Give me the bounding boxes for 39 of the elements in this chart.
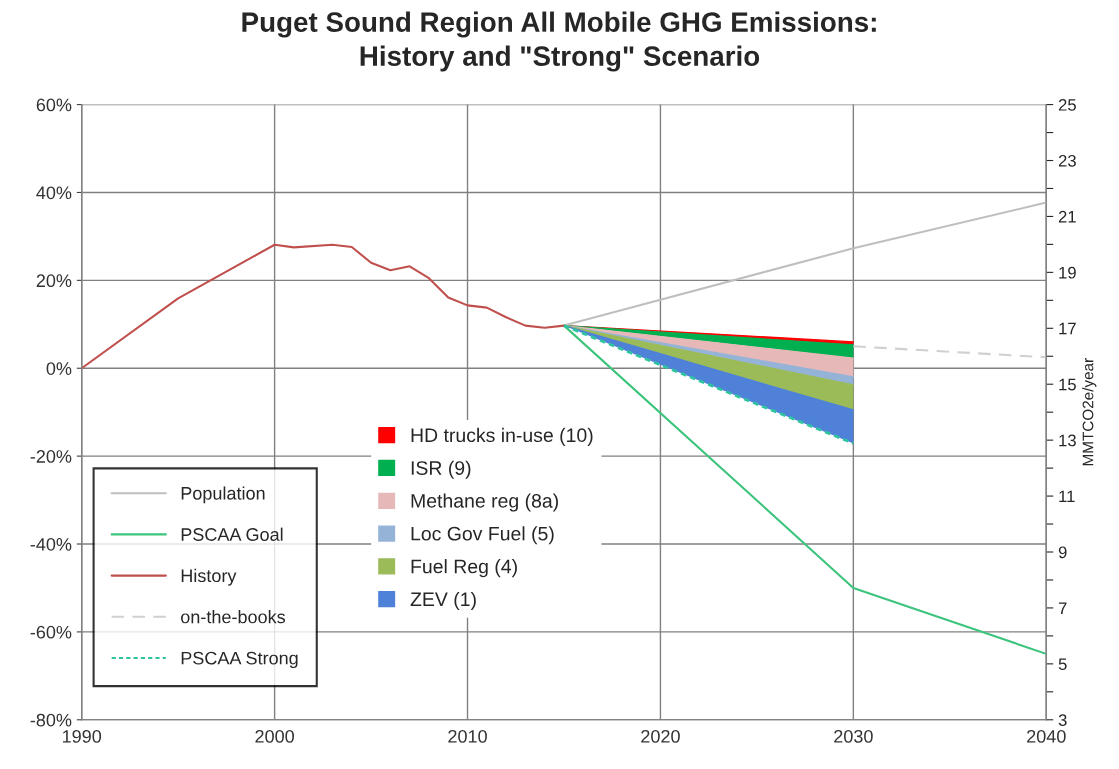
legend-label: Fuel Reg (4) xyxy=(411,559,517,578)
legend-label: Population xyxy=(181,486,265,504)
legend-label: on-the-books xyxy=(181,610,286,624)
legend-label: History xyxy=(181,568,237,586)
legend-label: ZEV (1) xyxy=(410,591,476,610)
y2-tick-label: 5 xyxy=(1058,658,1067,671)
y2-tick-label: 15 xyxy=(1059,378,1076,391)
y2-tick-label: 11 xyxy=(1059,490,1075,503)
chart-title: Puget Sound Region All Mobile GHG Emissions: History and "Strong" Scenario xyxy=(242,11,876,72)
legend-label: HD trucks in-use (10) xyxy=(411,427,593,446)
y-tick-label: 40% xyxy=(36,186,72,200)
y2-tick-label: 19 xyxy=(1059,266,1076,279)
x-tick-label: 1990 xyxy=(62,729,102,743)
y2-tick-label: 23 xyxy=(1058,154,1076,167)
y-tick-label: -80% xyxy=(30,713,72,727)
y2-tick-label: 13 xyxy=(1059,434,1076,447)
legend-label: Loc Gov Fuel (5) xyxy=(411,526,554,545)
y-tick-label: 60% xyxy=(36,98,72,112)
x-tick-label: 2020 xyxy=(641,729,680,743)
y-tick-label: -40% xyxy=(30,537,72,551)
legend-label: PSCAA Strong xyxy=(181,651,298,669)
x-tick-label: 2040 xyxy=(1027,729,1066,743)
y2-axis-title: MMTCO2e/year xyxy=(1082,358,1097,466)
x-tick-label: 2000 xyxy=(255,729,294,743)
y2-tick-label: 9 xyxy=(1058,546,1067,559)
y2-tick-label: 21 xyxy=(1058,210,1076,223)
legend-label: Methane reg (8a) xyxy=(411,493,558,512)
y-tick-label: -60% xyxy=(30,625,72,639)
y2-tick-label: 7 xyxy=(1058,602,1067,614)
y2-tick-label: 25 xyxy=(1058,98,1076,111)
legend-label: ISR (9) xyxy=(411,460,471,479)
y2-tick-label: 17 xyxy=(1059,322,1076,335)
y-tick-label: -20% xyxy=(30,450,72,463)
x-tick-label: 2010 xyxy=(448,729,487,743)
y-tick-label: 0% xyxy=(46,362,72,375)
x-tick-label: 2030 xyxy=(834,729,873,743)
legend-label: PSCAA Goal xyxy=(181,527,283,541)
y2-tick-label: 3 xyxy=(1058,714,1067,726)
y-tick-label: 20% xyxy=(36,274,72,288)
